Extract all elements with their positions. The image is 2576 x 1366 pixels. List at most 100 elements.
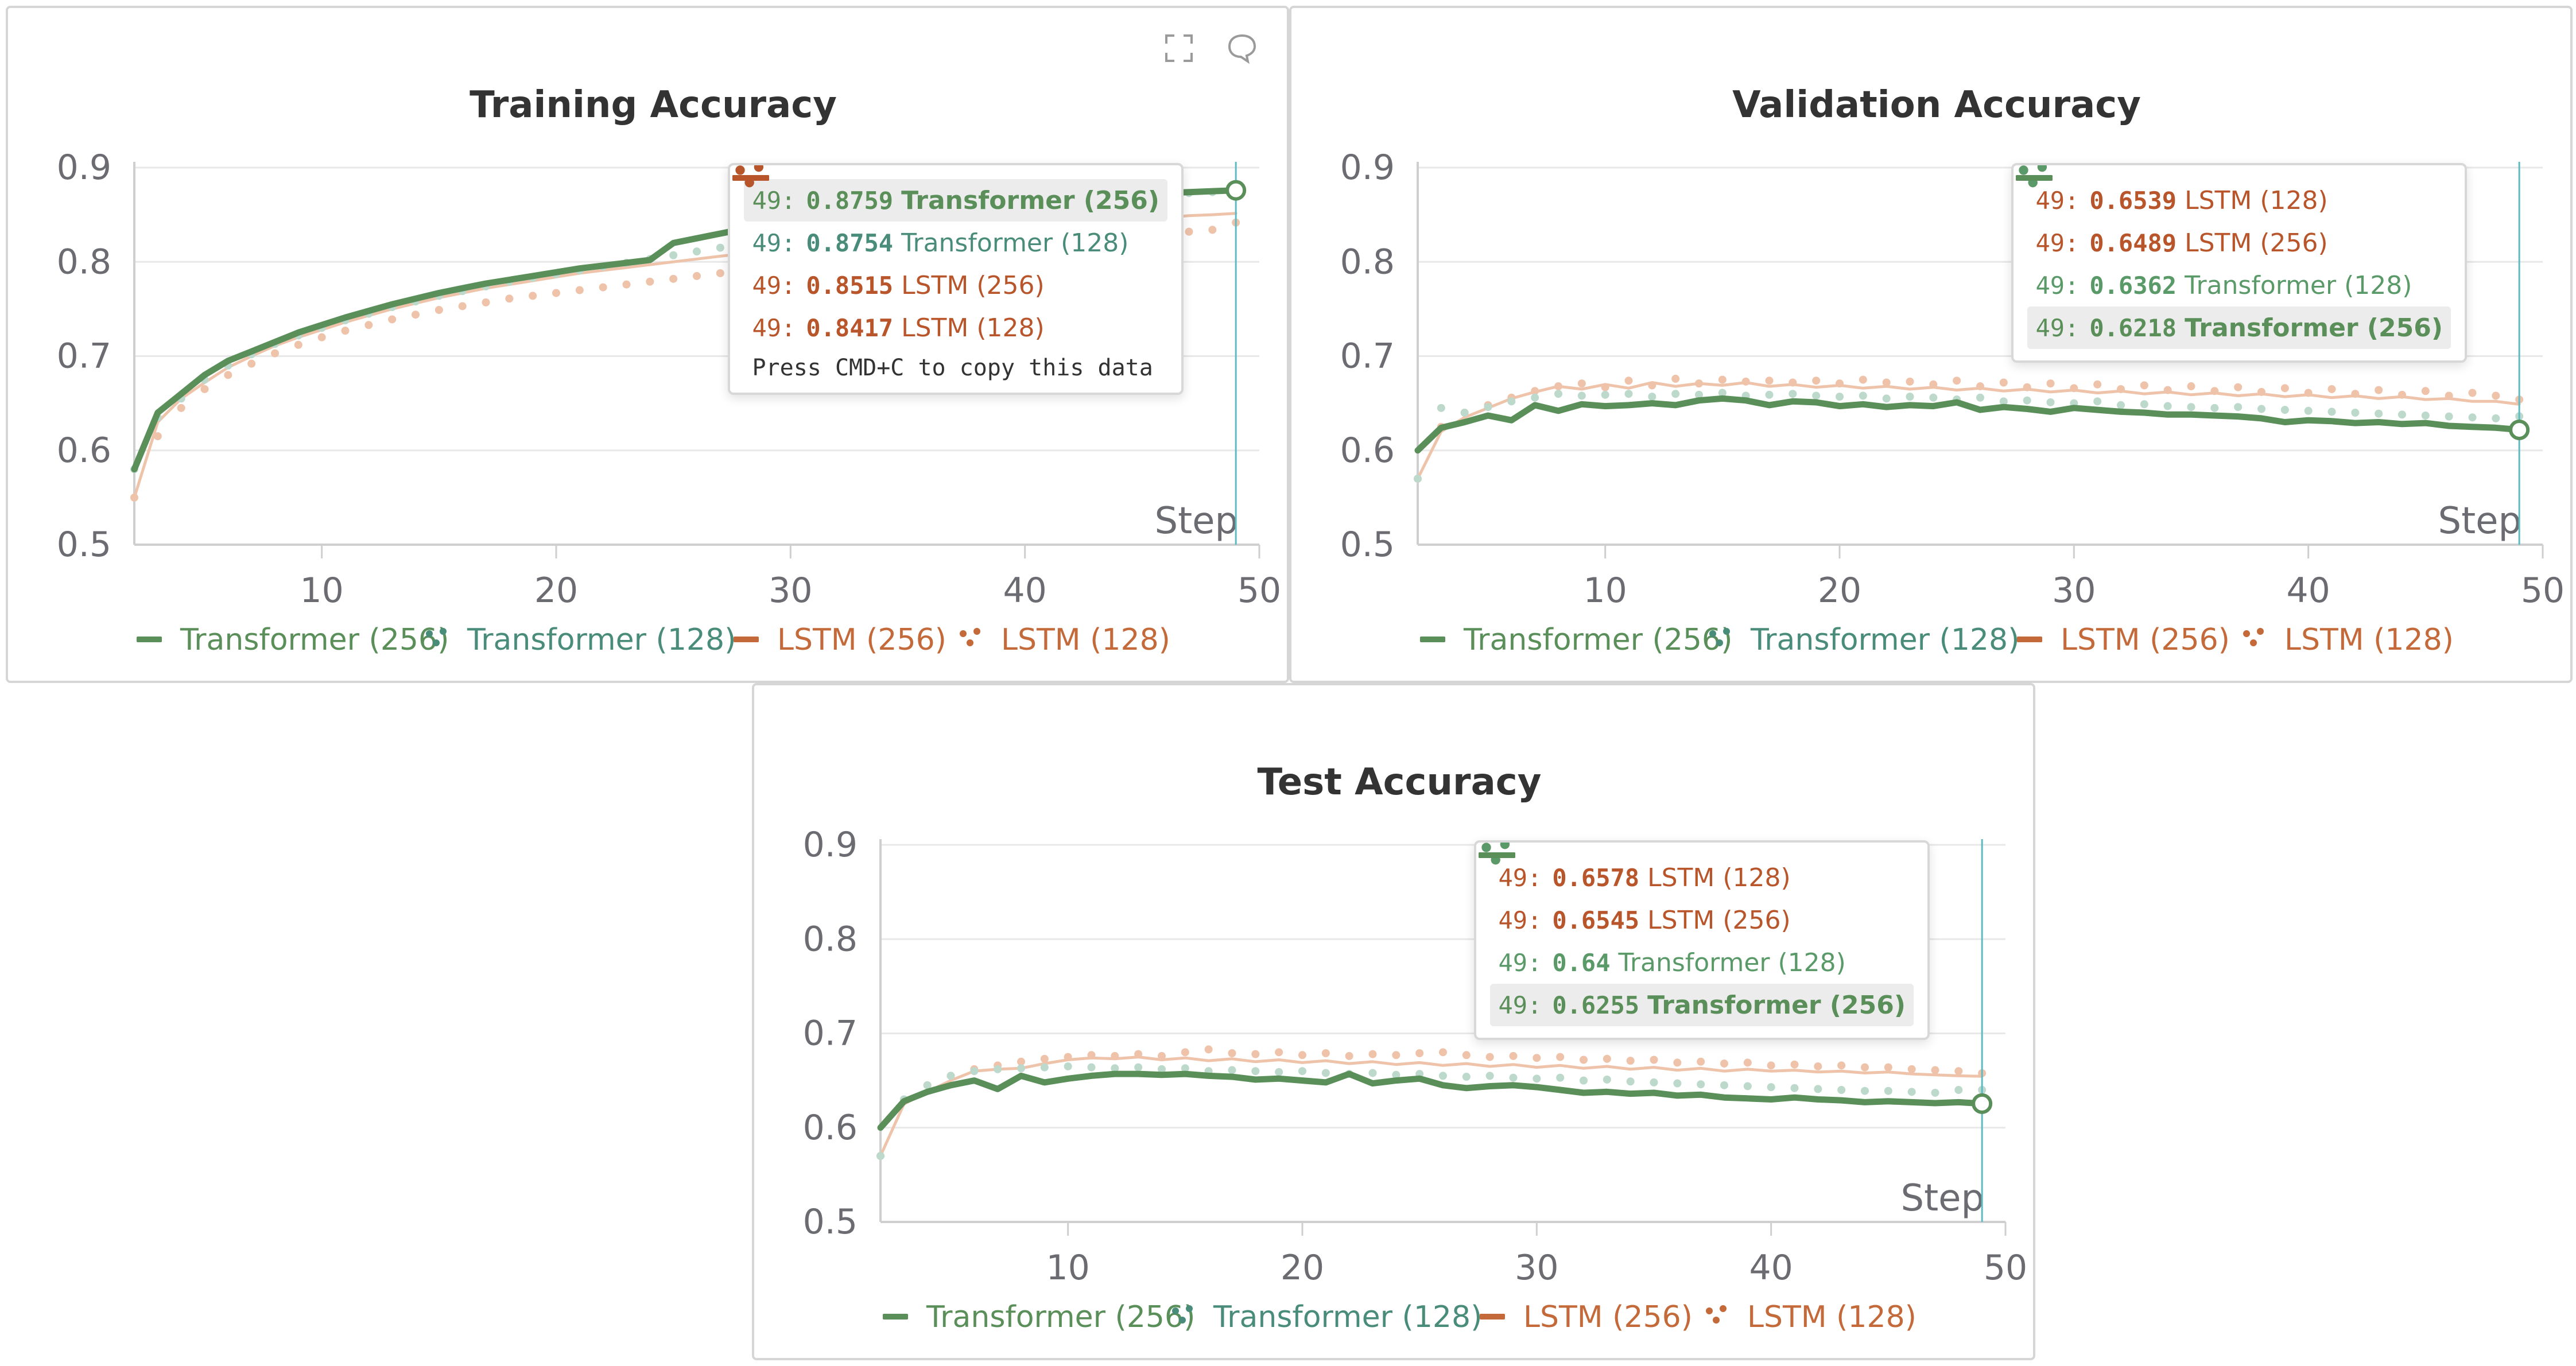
tooltip-separator: :: [1527, 863, 1542, 892]
data-point: [271, 349, 279, 358]
data-point: [1624, 390, 1633, 398]
y-tick-label: 0.5: [803, 1202, 858, 1242]
hover-point[interactable]: [2509, 419, 2530, 440]
data-point: [2398, 410, 2406, 419]
data-point: [317, 333, 326, 342]
data-point: [1185, 227, 1193, 236]
tooltip-step: 49: [2035, 228, 2065, 257]
y-tick-label: 0.8: [1340, 242, 1395, 282]
tooltip-series-name: LSTM (256): [901, 270, 1045, 300]
data-point: [1414, 475, 1422, 483]
tooltip-value: 0.8515: [806, 271, 894, 300]
data-point: [1345, 1051, 1353, 1060]
legend-item-transformer-256[interactable]: Transformer (256): [883, 1300, 1195, 1334]
data-point: [200, 385, 209, 393]
data-point: [1790, 1084, 1799, 1092]
legend-item-transformer-256[interactable]: Transformer (256): [137, 623, 449, 657]
data-point: [693, 247, 701, 256]
data-point: [2280, 406, 2289, 414]
tooltip-step: 49: [1498, 991, 1528, 1019]
tooltip-step: 49: [2035, 186, 2065, 215]
data-point: [458, 302, 467, 311]
tooltip-series-name: Transformer (256): [901, 185, 1159, 215]
data-point: [1437, 403, 1445, 412]
data-point: [2421, 387, 2430, 395]
data-point: [364, 321, 373, 329]
series-line: [1416, 381, 2521, 480]
data-point: [1718, 389, 1727, 397]
data-point: [1720, 1081, 1728, 1089]
data-point: [2327, 385, 2336, 393]
data-point: [1884, 1086, 1892, 1095]
x-tick-label: 20: [1818, 571, 1861, 611]
legend-item-lstm-128[interactable]: LSTM (128): [2243, 623, 2454, 657]
chart-title: Validation Accuracy: [1732, 84, 2141, 126]
data-point: [1415, 1049, 1424, 1057]
data-point: [1392, 1070, 1400, 1079]
legend-item-transformer-128[interactable]: Transformer (128): [1709, 623, 2019, 657]
x-tick-label: 20: [1281, 1248, 1324, 1288]
test-accuracy-panel: Test Accuracy 0.5 0.6 0.7 0.8 0.9 10 20 30 40 50 St…: [752, 683, 2035, 1360]
data-point: [2046, 379, 2055, 388]
data-point: [1650, 1078, 1658, 1086]
tooltip-series-name: LSTM (256): [1647, 905, 1791, 935]
data-point: [1392, 1051, 1400, 1060]
hover-tooltip: 49:0.6578 LSTM (128) 49:0.6545 LSTM (256) 49…: [1474, 840, 1930, 1040]
legend-item-lstm-256[interactable]: LSTM (256): [2017, 623, 2230, 657]
data-point: [1765, 377, 1774, 385]
legend-item-transformer-128[interactable]: Transformer (128): [1172, 1300, 1482, 1334]
tooltip-series-name: Transformer (256): [2185, 313, 2443, 343]
y-tick-label: 0.8: [803, 919, 858, 959]
x-tick-label: 50: [1237, 571, 1281, 611]
validation-accuracy-chart[interactable]: Validation Accuracy 0.5 0.6 0.7 0.8 0.9 10 20 30…: [1291, 8, 2570, 681]
tooltip-step: 49: [752, 186, 782, 215]
data-point: [2210, 403, 2219, 412]
data-point: [1884, 1063, 1892, 1072]
data-point: [1931, 1088, 1939, 1097]
data-point: [669, 274, 678, 283]
fullscreen-icon[interactable]: [1162, 31, 1196, 65]
series-lstm-128: [1414, 374, 2524, 483]
data-point: [1953, 377, 1961, 385]
data-point: [388, 315, 397, 324]
data-point: [2187, 403, 2195, 412]
data-point: [1837, 1061, 1846, 1070]
legend-label: Transformer (256): [1463, 623, 1732, 657]
data-point: [2187, 382, 2195, 391]
x-tick-label: 10: [1583, 571, 1627, 611]
data-point: [923, 1081, 932, 1089]
x-tick-label: 20: [534, 571, 578, 611]
series-line: [879, 1055, 1984, 1158]
tooltip-series-name: Transformer (128): [1618, 948, 1846, 977]
comment-icon[interactable]: [1225, 31, 1259, 65]
legend-item-lstm-128[interactable]: LSTM (128): [960, 623, 1170, 657]
x-tick-label: 30: [769, 571, 812, 611]
data-point: [2327, 408, 2336, 416]
data-point: [716, 243, 724, 252]
data-point: [946, 1072, 955, 1080]
tooltip-series-name: LSTM (256): [2185, 228, 2328, 258]
tooltip-value: 0.8759: [806, 186, 894, 215]
tooltip-value: 0.8754: [806, 228, 894, 257]
data-point: [1906, 393, 1914, 401]
hover-point[interactable]: [1972, 1093, 1993, 1114]
legend-item-transformer-128[interactable]: Transformer (128): [426, 623, 736, 657]
data-point: [1484, 403, 1492, 412]
legend-item-lstm-256[interactable]: LSTM (256): [734, 623, 946, 657]
legend-item-lstm-256[interactable]: LSTM (256): [1480, 1300, 1693, 1334]
data-point: [224, 371, 232, 379]
data-point: [1321, 1049, 1330, 1057]
data-point: [2445, 412, 2453, 421]
series-transformer-256: [1414, 395, 2523, 454]
data-point: [1976, 393, 1984, 402]
legend-item-transformer-256[interactable]: Transformer (256): [1420, 623, 1732, 657]
data-point: [970, 1067, 979, 1076]
hover-point[interactable]: [1225, 180, 1247, 201]
data-point: [177, 403, 185, 412]
tooltip-series-name: Transformer (128): [901, 228, 1129, 258]
legend-item-lstm-128[interactable]: LSTM (128): [1706, 1300, 1917, 1334]
data-point: [1814, 1085, 1822, 1093]
tooltip-value: 0.6539: [2089, 186, 2177, 215]
x-tick-label: 40: [1749, 1248, 1793, 1288]
test-accuracy-chart[interactable]: Test Accuracy 0.5 0.6 0.7 0.8 0.9 10 20 30 40 50St…: [754, 685, 2033, 1358]
